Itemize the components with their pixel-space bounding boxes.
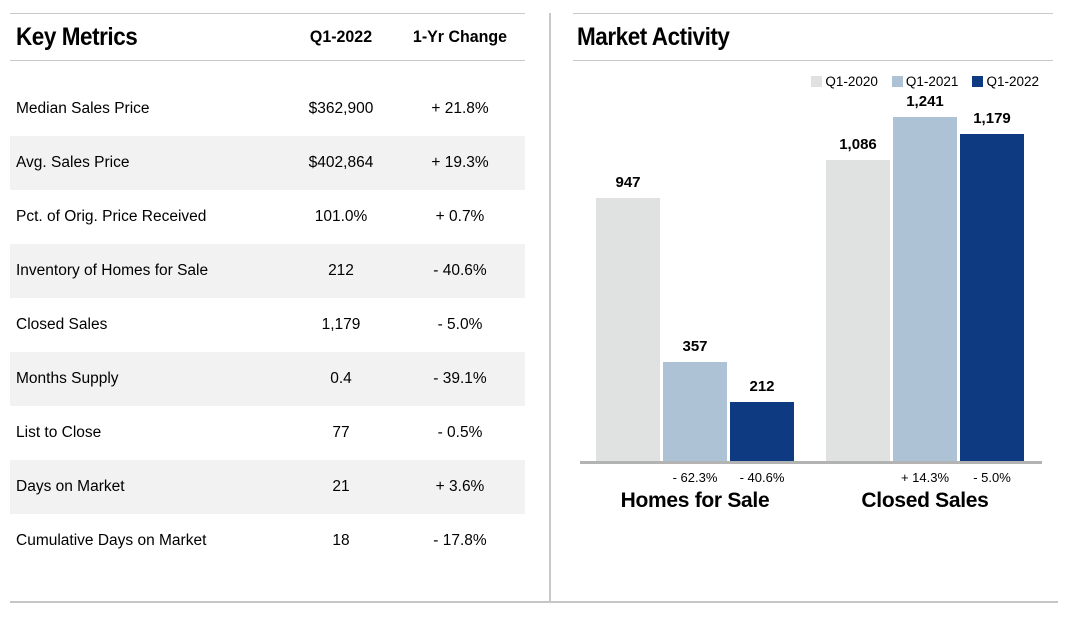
metric-change-value: + 3.6% <box>435 478 485 495</box>
table-row: Avg. Sales Price $402,864 + 19.3% <box>10 136 525 190</box>
table-row: Inventory of Homes for Sale 212 - 40.6% <box>10 244 525 298</box>
metric-change-value: + 19.3% <box>431 154 489 171</box>
metric-period-value: 212 <box>328 262 354 279</box>
bar-column: 212 <box>730 378 794 461</box>
bar-q1-2020 <box>826 160 890 461</box>
below-axis-group: + 14.3% - 5.0% Closed Sales <box>826 470 1024 513</box>
metric-name: Avg. Sales Price <box>16 154 130 171</box>
bar-value-label: 947 <box>615 174 641 191</box>
metric-change-value: - 40.6% <box>433 262 487 279</box>
metric-name: Closed Sales <box>16 316 108 333</box>
legend-swatch <box>972 75 984 87</box>
bar-value-label: 1,086 <box>839 136 877 153</box>
metric-period-value: 21 <box>332 478 350 495</box>
bar-column: 1,241 <box>893 93 957 461</box>
chart-below-axis: - 62.3% - 40.6% Homes for Sale + 14.3% - 5.0… <box>580 470 1042 513</box>
metric-name: Median Sales Price <box>16 100 150 117</box>
legend-swatch <box>891 75 903 87</box>
bar-column: 1,086 <box>826 136 890 461</box>
metric-period-value: $402,864 <box>308 154 374 171</box>
metric-name: Pct. of Orig. Price Received <box>16 208 207 225</box>
bar-q1-2021 <box>893 117 957 461</box>
metric-period-value: 0.4 <box>330 370 352 387</box>
legend-item: Q1-2022 <box>972 74 1039 89</box>
bar-q1-2022 <box>960 134 1024 461</box>
legend-label: Q1-2020 <box>825 73 878 89</box>
table-row: Closed Sales 1,179 - 5.0% <box>10 298 525 352</box>
metric-change-value: + 0.7% <box>435 208 485 225</box>
metric-period-value: 1,179 <box>321 316 361 333</box>
legend-item: Q1-2020 <box>811 74 878 89</box>
change-label: - 62.3% <box>672 470 718 485</box>
metric-name: List to Close <box>16 424 102 441</box>
change-label-row: - 62.3% - 40.6% <box>596 470 794 485</box>
metric-change-value: + 21.8% <box>431 100 489 117</box>
bar-chart: 947 357 212 1,086 1,241 1,179 - 62.3% - 40.6% H… <box>580 89 1042 513</box>
legend-label: Q1-2021 <box>905 73 959 89</box>
bar-q1-2021 <box>663 362 727 461</box>
table-row: Median Sales Price $362,900 + 21.8% <box>10 82 525 136</box>
change-label: - 5.0% <box>973 470 1011 485</box>
change-label <box>596 470 660 485</box>
column-header-change: 1-Yr Change <box>412 27 508 46</box>
market-activity-title: Market Activity <box>577 22 730 51</box>
bar-q1-2022 <box>730 402 794 461</box>
metric-name: Inventory of Homes for Sale <box>16 262 209 279</box>
chart-groups: 947 357 212 1,086 1,241 1,179 <box>596 93 1024 461</box>
metric-name: Days on Market <box>16 478 125 495</box>
metric-period-value: 18 <box>332 532 350 549</box>
metric-period-value: 101.0% <box>314 208 368 225</box>
metric-change-value: - 39.1% <box>433 370 487 387</box>
metric-change-value: - 0.5% <box>437 424 483 441</box>
change-label: + 14.3% <box>900 470 950 485</box>
table-row: Months Supply 0.4 - 39.1% <box>10 352 525 406</box>
bar-value-label: 1,241 <box>906 93 944 110</box>
key-metrics-table: Median Sales Price $362,900 + 21.8% Avg. Sa… <box>10 82 525 568</box>
change-label: - 40.6% <box>739 470 785 485</box>
key-metrics-title: Key Metrics <box>16 22 138 51</box>
category-label: Homes for Sale <box>620 489 770 512</box>
legend-item: Q1-2021 <box>891 73 959 89</box>
page-bottom-rule <box>10 601 1058 603</box>
metric-name: Cumulative Days on Market <box>16 532 207 549</box>
change-label-row: + 14.3% - 5.0% <box>826 470 1024 485</box>
metric-change-value: - 5.0% <box>437 316 483 333</box>
change-label <box>826 470 890 485</box>
bar-q1-2020 <box>596 198 660 461</box>
bar-group: 947 357 212 <box>596 174 794 461</box>
bar-column: 357 <box>663 338 727 461</box>
table-row: Cumulative Days on Market 18 - 17.8% <box>10 514 525 568</box>
metric-change-value: - 17.8% <box>433 532 487 549</box>
bar-column: 947 <box>596 174 660 461</box>
market-activity-panel: Market Activity Q1-2020 Q1-2021 Q1-2022 94… <box>573 13 1053 513</box>
category-label: Closed Sales <box>861 489 989 512</box>
table-row: List to Close 77 - 0.5% <box>10 406 525 460</box>
market-activity-header: Market Activity <box>573 13 1053 61</box>
metric-name: Months Supply <box>16 370 119 387</box>
bar-group: 1,086 1,241 1,179 <box>826 93 1024 461</box>
chart-x-axis <box>580 461 1042 464</box>
key-metrics-panel: Key Metrics Q1-2022 1-Yr Change Median S… <box>10 13 525 568</box>
legend-swatch <box>811 75 823 87</box>
legend-label: Q1-2022 <box>986 73 1039 89</box>
below-axis-group: - 62.3% - 40.6% Homes for Sale <box>596 470 794 513</box>
table-row: Pct. of Orig. Price Received 101.0% + 0.7% <box>10 190 525 244</box>
column-header-period: Q1-2022 <box>309 27 373 46</box>
key-metrics-header: Key Metrics Q1-2022 1-Yr Change <box>10 13 525 61</box>
bar-column: 1,179 <box>960 110 1024 461</box>
bar-value-label: 212 <box>749 378 775 395</box>
chart-plot-area: 947 357 212 1,086 1,241 1,179 <box>580 89 1042 461</box>
table-row: Days on Market 21 + 3.6% <box>10 460 525 514</box>
bar-value-label: 357 <box>682 338 708 355</box>
chart-legend: Q1-2020 Q1-2021 Q1-2022 <box>573 73 1039 89</box>
panel-divider <box>549 13 551 602</box>
metric-period-value: 77 <box>332 424 350 441</box>
metric-period-value: $362,900 <box>308 100 374 117</box>
bar-value-label: 1,179 <box>973 110 1011 127</box>
